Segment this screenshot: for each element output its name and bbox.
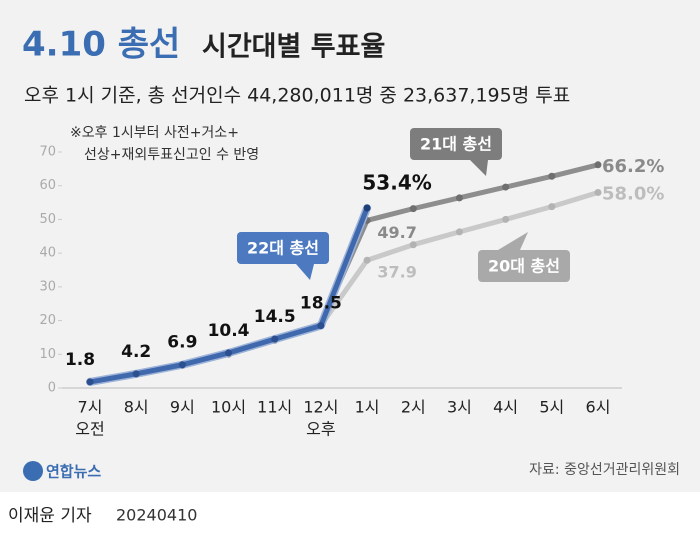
legend-label: 22대 총선 (247, 239, 319, 258)
x-tick-label: 9시 (170, 398, 195, 417)
legend-label: 20대 총선 (488, 257, 560, 276)
point (409, 241, 417, 249)
data-label: 66.2% (602, 156, 664, 177)
y-tick-label: 10 (39, 347, 56, 362)
point (178, 361, 186, 369)
callout-box (237, 232, 329, 264)
x-tick-label: 2시 (401, 398, 426, 417)
callout-box (478, 250, 570, 282)
y-tick-label: 60 (39, 178, 56, 193)
callout-tail (296, 264, 314, 280)
date: 20240410 (116, 506, 197, 525)
logo-icon (23, 461, 43, 481)
callout-box (410, 128, 502, 160)
x-tick-label: 3시 (447, 398, 472, 417)
byline: 이재윤 기자 (8, 506, 92, 526)
x-tick-label: 4시 (493, 398, 518, 417)
point (455, 194, 463, 202)
chart-title: 4.10 총선 (22, 25, 180, 65)
point (317, 322, 325, 330)
point (502, 183, 510, 191)
data-label: 14.5 (254, 307, 296, 327)
point (455, 228, 463, 236)
logo: 연합뉴스 (46, 463, 101, 481)
x-tick-label: 5시 (539, 398, 564, 417)
point (548, 172, 556, 180)
source: 자료: 중앙선거관리위원회 (529, 462, 680, 478)
point (363, 256, 371, 264)
data-label: 10.4 (208, 321, 250, 341)
data-label: 49.7 (377, 223, 416, 242)
x-tick-label: 6시 (586, 398, 611, 417)
x-tick-label: 11시 (257, 398, 292, 417)
x-tick-label: 12시 (303, 398, 338, 417)
point (409, 205, 417, 213)
data-label: 58.0% (602, 183, 664, 204)
data-label: 6.9 (167, 333, 197, 353)
point (594, 188, 602, 196)
x-sublabel: 오후 (306, 420, 335, 439)
chart-title-rest: 시간대별 투표율 (202, 32, 385, 63)
legend-label: 21대 총선 (420, 135, 492, 154)
note: 선상+재외투표신고인 수 반영 (84, 147, 259, 163)
y-tick-label: 50 (39, 212, 56, 227)
data-label: 4.2 (121, 342, 151, 362)
x-tick-label: 1시 (355, 398, 380, 417)
y-tick-label: 40 (39, 246, 56, 261)
data-label: 18.5 (300, 294, 342, 314)
point (594, 161, 602, 169)
callout-tail (498, 232, 528, 250)
point (271, 335, 279, 343)
data-label: 53.4% (362, 170, 431, 194)
y-tick-label: 70 (39, 145, 56, 160)
x-tick-label: 7시 (78, 398, 103, 417)
point (132, 370, 140, 378)
point (548, 203, 556, 211)
data-label: 1.8 (65, 350, 95, 370)
point (502, 215, 510, 223)
callout-tail (470, 160, 488, 176)
subtitle: 오후 1시 기준, 총 선거인수 44,280,011명 중 23,637,19… (24, 85, 570, 107)
footer-bg (0, 492, 700, 536)
y-tick-label: 30 (39, 279, 56, 294)
point (225, 349, 233, 357)
y-tick-label: 0 (48, 381, 56, 396)
x-tick-label: 8시 (124, 398, 149, 417)
x-tick-label: 10시 (211, 398, 246, 417)
point (86, 378, 94, 386)
data-label: 37.9 (377, 263, 416, 282)
x-sublabel: 오전 (75, 420, 104, 439)
y-tick-label: 20 (39, 313, 56, 328)
point (363, 204, 371, 212)
note: ※오후 1시부터 사전+거소+ (70, 125, 239, 141)
